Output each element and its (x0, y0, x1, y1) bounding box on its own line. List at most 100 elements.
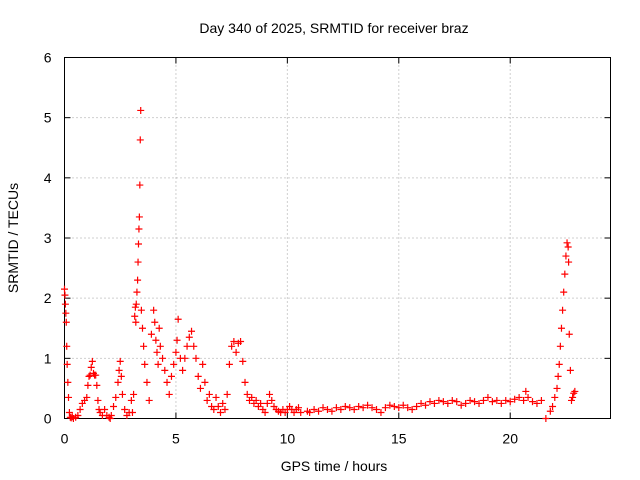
data-point (135, 213, 143, 221)
data-point (448, 396, 456, 404)
data-point (341, 402, 349, 410)
y-axis-label: SRMTID / TECUs (5, 183, 21, 293)
data-point (399, 401, 407, 409)
grid (64, 57, 611, 419)
data-point (134, 258, 142, 266)
data-point (359, 404, 367, 412)
data-point (219, 399, 227, 407)
data-point (524, 393, 532, 401)
data-point (203, 396, 211, 404)
data-point (92, 371, 100, 379)
data-point (223, 390, 231, 398)
data-point (565, 258, 573, 266)
data-point (542, 415, 550, 422)
data-point (261, 408, 269, 416)
data-point (537, 396, 545, 404)
data-point (63, 342, 71, 350)
data-point (553, 384, 561, 392)
y-tick-label: 1 (44, 350, 52, 366)
data-point (408, 405, 416, 413)
data-point (179, 366, 187, 374)
data-point (116, 357, 124, 365)
data-point (230, 337, 238, 345)
data-point (435, 396, 443, 404)
data-point (192, 354, 200, 362)
data-point (562, 252, 570, 260)
data-point (64, 378, 72, 386)
data-point (546, 407, 554, 415)
data-point (205, 390, 213, 398)
data-point (114, 378, 122, 386)
data-point (130, 390, 138, 398)
data-point (117, 372, 125, 380)
data-point (479, 396, 487, 404)
data-point (381, 404, 389, 412)
data-point (306, 408, 314, 416)
data-point (475, 399, 483, 407)
data-point (368, 404, 376, 412)
data-point (174, 315, 182, 323)
data-point (135, 225, 143, 233)
data-point (502, 396, 510, 404)
data-point (557, 324, 565, 332)
data-point (199, 360, 207, 368)
data-point (439, 398, 447, 406)
data-point (183, 342, 191, 350)
data-point (484, 393, 492, 401)
axis-ticks: 0 1 2 3 4 5 6 0 5 10 15 20 (44, 50, 611, 447)
data-point (493, 396, 501, 404)
data-point (139, 324, 146, 332)
data-point (511, 395, 519, 403)
x-axis-label: GPS time / hours (281, 458, 388, 474)
data-point (115, 366, 123, 374)
data-point (373, 405, 380, 413)
y-tick-label: 3 (44, 230, 52, 246)
data-point (159, 354, 167, 362)
data-point (147, 330, 155, 338)
data-point (140, 342, 148, 350)
data-point (152, 336, 160, 344)
y-tick-label: 4 (44, 170, 52, 186)
data-point (506, 398, 514, 406)
data-point (101, 405, 109, 413)
data-point (457, 401, 465, 409)
data-point (426, 398, 434, 406)
data-point (167, 372, 175, 380)
data-point (110, 402, 118, 410)
data-point (248, 393, 256, 401)
data-point (390, 402, 398, 410)
data-point (107, 411, 115, 419)
data-point (555, 360, 563, 368)
data-point (61, 300, 69, 308)
data-point (561, 270, 569, 278)
data-point (141, 360, 149, 368)
y-tick-label: 6 (44, 50, 52, 66)
data-point (515, 393, 523, 401)
data-point (194, 372, 202, 380)
data-point (63, 360, 71, 368)
x-tick-label: 20 (502, 431, 518, 447)
data-point (417, 399, 425, 407)
data-point (252, 396, 260, 404)
data-point (453, 398, 461, 406)
data-point (551, 393, 559, 401)
data-point (214, 402, 222, 410)
data-point (563, 239, 571, 247)
data-point (136, 136, 144, 144)
data-point (61, 291, 69, 299)
data-point (112, 393, 120, 401)
data-point (131, 303, 139, 311)
data-point (65, 393, 73, 401)
data-point (65, 408, 73, 416)
data-point (268, 396, 276, 404)
data-point (210, 405, 218, 413)
data-point (328, 407, 336, 415)
data-point (145, 396, 153, 404)
data-point (471, 398, 479, 406)
data-point (221, 405, 229, 413)
data-point (150, 306, 158, 314)
data-point (143, 378, 151, 386)
data-point (74, 411, 82, 419)
